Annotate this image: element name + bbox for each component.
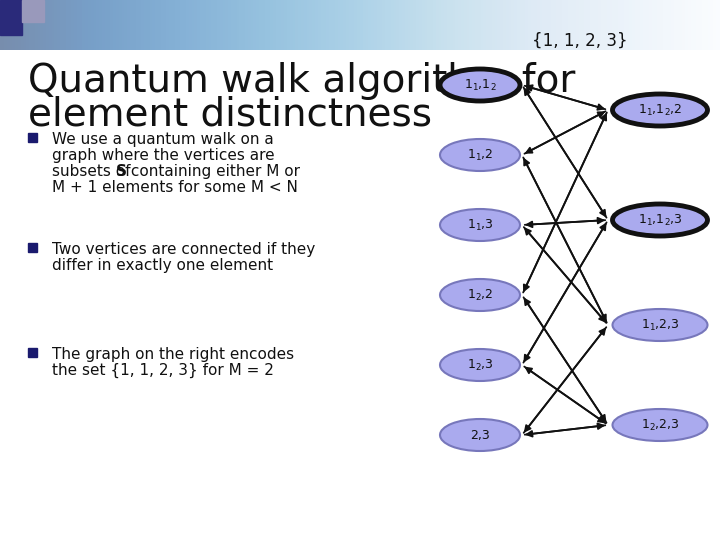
Text: 1$_1$,1$_2$,3: 1$_1$,1$_2$,3 — [638, 212, 683, 227]
Text: Quantum walk algorithm for: Quantum walk algorithm for — [28, 62, 575, 100]
Ellipse shape — [440, 279, 520, 311]
Ellipse shape — [440, 139, 520, 171]
Text: 1$_2$,2: 1$_2$,2 — [467, 287, 493, 302]
Text: 1$_2$,2,3: 1$_2$,2,3 — [641, 417, 680, 433]
Text: {1, 1, 2, 3}: {1, 1, 2, 3} — [532, 32, 628, 50]
Text: 1$_1$,1$_2$: 1$_1$,1$_2$ — [464, 77, 496, 92]
Ellipse shape — [440, 349, 520, 381]
Ellipse shape — [613, 204, 708, 236]
Text: containing either M or: containing either M or — [126, 164, 300, 179]
Bar — [28, 243, 37, 252]
Text: subsets of: subsets of — [52, 164, 135, 179]
Bar — [28, 348, 37, 357]
Text: the set {1, 1, 2, 3} for M = 2: the set {1, 1, 2, 3} for M = 2 — [52, 363, 274, 378]
Text: 2,3: 2,3 — [470, 429, 490, 442]
Text: graph where the vertices are: graph where the vertices are — [52, 148, 274, 163]
Text: 1$_1$,2,3: 1$_1$,2,3 — [641, 318, 680, 333]
Text: 1$_2$,3: 1$_2$,3 — [467, 357, 493, 373]
Text: 1$_1$,3: 1$_1$,3 — [467, 218, 493, 233]
Text: 1$_1$,1$_2$,2: 1$_1$,1$_2$,2 — [638, 103, 683, 118]
Text: element distinctness: element distinctness — [28, 96, 432, 134]
Ellipse shape — [440, 69, 520, 101]
Text: 1$_1$,2: 1$_1$,2 — [467, 147, 493, 163]
Ellipse shape — [613, 309, 708, 341]
Text: The graph on the right encodes: The graph on the right encodes — [52, 347, 294, 362]
Ellipse shape — [613, 409, 708, 441]
Text: differ in exactly one element: differ in exactly one element — [52, 258, 273, 273]
Text: M + 1 elements for some M < N: M + 1 elements for some M < N — [52, 180, 298, 195]
Text: S: S — [116, 164, 127, 179]
Text: Two vertices are connected if they: Two vertices are connected if they — [52, 242, 315, 257]
Ellipse shape — [613, 94, 708, 126]
Bar — [0, 0, 22, 35]
Bar — [22, 0, 44, 22]
Text: We use a quantum walk on a: We use a quantum walk on a — [52, 132, 274, 147]
Ellipse shape — [440, 419, 520, 451]
Bar — [28, 133, 37, 142]
Ellipse shape — [440, 209, 520, 241]
